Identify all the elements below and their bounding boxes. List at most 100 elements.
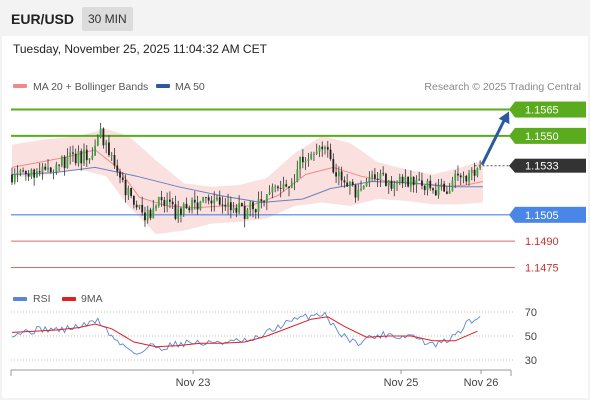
bollinger-band-fill <box>12 128 483 235</box>
candle-body <box>409 176 412 187</box>
candle <box>202 196 205 203</box>
candle <box>445 186 448 195</box>
resistance-tag-pointer <box>509 101 515 118</box>
candle-body <box>152 208 155 219</box>
rsi-layer: 70 50 30 <box>11 307 537 367</box>
candle <box>149 207 152 221</box>
candle-body <box>440 183 443 186</box>
candle-body <box>108 142 110 156</box>
candle <box>407 176 410 188</box>
candle-body <box>293 182 296 183</box>
candle <box>177 200 180 223</box>
candle <box>160 190 163 207</box>
resistance-price-tag <box>515 127 586 144</box>
candle <box>465 174 468 185</box>
candle-body <box>468 173 470 182</box>
candle <box>152 199 155 219</box>
candle <box>235 204 238 218</box>
candle <box>99 122 102 139</box>
candle <box>307 152 310 167</box>
candle <box>277 185 279 192</box>
candle <box>63 154 66 176</box>
last-price-label: 1.1533 <box>525 161 559 173</box>
candle <box>96 134 99 147</box>
candle-body <box>371 174 373 179</box>
candle <box>16 165 19 183</box>
candle-body <box>232 207 235 211</box>
candle-body <box>182 203 185 215</box>
support-price-label: 1.1475 <box>525 262 559 274</box>
candle <box>252 200 254 218</box>
candle-body <box>83 149 85 164</box>
candle-body <box>365 181 368 187</box>
candle-body <box>277 186 279 189</box>
candle <box>398 173 401 186</box>
candle-body <box>22 170 24 172</box>
rsi-ma-legend-label: 9MA <box>81 293 103 305</box>
candle <box>249 201 252 217</box>
candle <box>387 179 390 194</box>
candle <box>301 149 304 169</box>
candle-body <box>160 197 163 201</box>
last-price-pointer <box>509 158 515 173</box>
candle <box>205 196 207 204</box>
candle <box>196 195 199 215</box>
candle <box>72 145 74 162</box>
candle-body <box>415 179 418 186</box>
candle-body <box>465 175 468 182</box>
candle <box>60 155 63 168</box>
candle <box>41 163 44 180</box>
candle <box>80 148 83 171</box>
candle-body <box>166 199 169 206</box>
candle-body <box>193 199 196 203</box>
candle-body <box>235 207 238 213</box>
candle <box>304 157 307 171</box>
candle-body <box>254 209 257 213</box>
candle <box>448 182 451 194</box>
candle-body <box>121 177 124 180</box>
candle <box>457 165 459 182</box>
candle <box>102 127 105 149</box>
chart-panel <box>2 36 588 398</box>
candle-body <box>47 167 49 170</box>
candle <box>121 171 124 183</box>
candle <box>279 180 282 198</box>
candle-body <box>24 171 27 175</box>
candle-body <box>279 188 282 190</box>
candle <box>180 206 182 223</box>
candle <box>44 163 47 171</box>
candle-body <box>249 202 252 210</box>
candle-body <box>55 164 58 172</box>
candle-body <box>110 155 113 156</box>
candle-body <box>88 158 91 161</box>
candle-body <box>58 164 60 166</box>
candle-body <box>479 165 482 169</box>
candle <box>476 167 479 178</box>
candle <box>110 151 113 161</box>
candle <box>185 197 188 209</box>
candle-body <box>263 201 265 203</box>
candle <box>268 185 271 196</box>
candle <box>254 208 257 219</box>
ma20-legend-label: MA 20 + Bollinger Bands <box>33 81 148 93</box>
candle-body <box>329 149 332 160</box>
candle <box>421 172 423 190</box>
timeframe-button[interactable]: 30 MIN <box>82 7 133 31</box>
candle <box>373 168 376 182</box>
candle <box>132 195 135 209</box>
candle <box>168 191 171 209</box>
candle <box>376 172 379 188</box>
candle-body <box>462 175 465 178</box>
candle-body <box>437 185 440 196</box>
forecast-arrow-shaft <box>480 117 507 166</box>
candle-body <box>155 205 157 209</box>
candle-body <box>41 166 44 173</box>
candle <box>329 143 332 161</box>
candle <box>340 166 343 187</box>
candle-body <box>357 189 360 198</box>
candle <box>343 176 346 188</box>
candle-body <box>216 197 218 200</box>
ma20-legend-swatch <box>13 84 27 88</box>
candle-body <box>404 176 407 183</box>
